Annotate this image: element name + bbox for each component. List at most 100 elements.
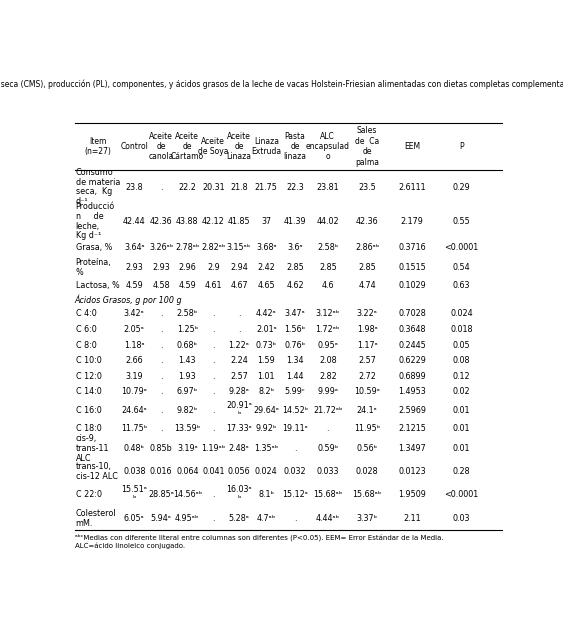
Text: C 14:0: C 14:0 bbox=[75, 387, 101, 396]
Text: .: . bbox=[294, 514, 296, 523]
Text: 2.24: 2.24 bbox=[230, 356, 248, 365]
Text: Producció
n     de
leche,
Kg d⁻¹: Producció n de leche, Kg d⁻¹ bbox=[75, 202, 115, 241]
Text: .: . bbox=[238, 325, 240, 334]
Text: 0.01: 0.01 bbox=[453, 406, 470, 415]
Text: 11.75ᵇ: 11.75ᵇ bbox=[121, 424, 148, 433]
Text: trans-10,
cis-12 ALC: trans-10, cis-12 ALC bbox=[75, 462, 118, 481]
Text: 0.68ᵇ: 0.68ᵇ bbox=[177, 340, 198, 349]
Text: 10.59ᵃ: 10.59ᵃ bbox=[354, 387, 380, 396]
Text: 2.11: 2.11 bbox=[403, 514, 421, 523]
Text: 4.42ᵃ: 4.42ᵃ bbox=[256, 309, 276, 318]
Text: .: . bbox=[160, 356, 162, 365]
Text: 0.1515: 0.1515 bbox=[398, 263, 426, 272]
Text: 0.038: 0.038 bbox=[123, 467, 146, 476]
Text: Grasa, %: Grasa, % bbox=[75, 243, 112, 252]
Text: 2.57: 2.57 bbox=[230, 372, 248, 381]
Text: Aceite
de Soya: Aceite de Soya bbox=[198, 137, 229, 156]
Text: cis-9,
trans-11
ALC: cis-9, trans-11 ALC bbox=[75, 435, 109, 463]
Text: Control: Control bbox=[120, 142, 148, 151]
Text: 0.48ᵇ: 0.48ᵇ bbox=[124, 444, 145, 453]
Text: Item
(n=27): Item (n=27) bbox=[84, 137, 111, 156]
Text: 0.12: 0.12 bbox=[453, 372, 470, 381]
Text: Cuadro 2. Consumo de materia seca (CMS), producción (PL), componentes, y ácidos : Cuadro 2. Consumo de materia seca (CMS),… bbox=[0, 79, 563, 89]
Text: 0.85b: 0.85b bbox=[150, 444, 172, 453]
Text: 0.54: 0.54 bbox=[453, 263, 470, 272]
Text: 0.7028: 0.7028 bbox=[398, 309, 426, 318]
Text: 1.01: 1.01 bbox=[257, 372, 275, 381]
Text: 1.22ᵃ: 1.22ᵃ bbox=[229, 340, 249, 349]
Text: 4.6: 4.6 bbox=[321, 281, 334, 290]
Text: 0.018: 0.018 bbox=[450, 325, 473, 334]
Text: 1.72ᵃᵇ: 1.72ᵃᵇ bbox=[316, 325, 340, 334]
Text: 2.93: 2.93 bbox=[152, 263, 170, 272]
Text: 2.82ᵃᵇ: 2.82ᵃᵇ bbox=[201, 243, 225, 252]
Text: Aceite
de
Linaza: Aceite de Linaza bbox=[226, 132, 252, 161]
Text: 2.6111: 2.6111 bbox=[398, 182, 426, 191]
Text: 43.88: 43.88 bbox=[176, 217, 199, 226]
Text: 0.95ᵃ: 0.95ᵃ bbox=[318, 340, 338, 349]
Text: 19.11ᵃ: 19.11ᵃ bbox=[282, 424, 308, 433]
Text: 4.74: 4.74 bbox=[358, 281, 376, 290]
Text: 3.15ᵃᵇ: 3.15ᵃᵇ bbox=[227, 243, 251, 252]
Text: 0.01: 0.01 bbox=[453, 444, 470, 453]
Text: 1.18ᵃ: 1.18ᵃ bbox=[124, 340, 145, 349]
Text: 22.2: 22.2 bbox=[178, 182, 196, 191]
Text: 2.96: 2.96 bbox=[178, 263, 196, 272]
Text: 1.19ᵃᵇ: 1.19ᵃᵇ bbox=[201, 444, 225, 453]
Text: 2.5969: 2.5969 bbox=[398, 406, 426, 415]
Text: Linaza
Extruda: Linaza Extruda bbox=[251, 137, 282, 156]
Text: 0.6229: 0.6229 bbox=[398, 356, 426, 365]
Text: 41.39: 41.39 bbox=[284, 217, 306, 226]
Text: 3.6ᵃ: 3.6ᵃ bbox=[287, 243, 303, 252]
Text: 5.28ᵃ: 5.28ᵃ bbox=[229, 514, 249, 523]
Text: 4.7ᵃᵇ: 4.7ᵃᵇ bbox=[257, 514, 276, 523]
Text: <0.0001: <0.0001 bbox=[444, 490, 479, 499]
Text: 13.59ᵇ: 13.59ᵇ bbox=[174, 424, 200, 433]
Text: 3.26ᵃᵇ: 3.26ᵃᵇ bbox=[149, 243, 173, 252]
Text: 9.28ᵃ: 9.28ᵃ bbox=[229, 387, 249, 396]
Text: 0.03: 0.03 bbox=[453, 514, 470, 523]
Text: .: . bbox=[212, 340, 215, 349]
Text: 8.1ᵇ: 8.1ᵇ bbox=[258, 490, 274, 499]
Text: 2.94: 2.94 bbox=[230, 263, 248, 272]
Text: 1.59: 1.59 bbox=[257, 356, 275, 365]
Text: 6.97ᵇ: 6.97ᵇ bbox=[177, 387, 198, 396]
Text: 6.05ᵃ: 6.05ᵃ bbox=[124, 514, 145, 523]
Text: 3.37ᵇ: 3.37ᵇ bbox=[356, 514, 378, 523]
Text: 0.056: 0.056 bbox=[227, 467, 251, 476]
Text: ᵃᵇᶜMedias con diferente literal entre columnas son diferentes (P<0.05). EEM= Err: ᵃᵇᶜMedias con diferente literal entre co… bbox=[75, 533, 444, 549]
Text: 0.73ᵇ: 0.73ᵇ bbox=[256, 340, 277, 349]
Text: 15.12ᵃ: 15.12ᵃ bbox=[282, 490, 308, 499]
Text: 2.05ᵃ: 2.05ᵃ bbox=[124, 325, 145, 334]
Text: <0.0001: <0.0001 bbox=[444, 243, 479, 252]
Text: 23.8: 23.8 bbox=[126, 182, 143, 191]
Text: .: . bbox=[212, 424, 215, 433]
Text: .: . bbox=[160, 387, 162, 396]
Text: 0.032: 0.032 bbox=[284, 467, 306, 476]
Text: 21.75: 21.75 bbox=[255, 182, 278, 191]
Text: 1.25ᵇ: 1.25ᵇ bbox=[177, 325, 198, 334]
Text: 23.5: 23.5 bbox=[358, 182, 376, 191]
Text: 1.3497: 1.3497 bbox=[398, 444, 426, 453]
Text: 44.02: 44.02 bbox=[316, 217, 339, 226]
Text: C 10:0: C 10:0 bbox=[75, 356, 101, 365]
Text: 4.95ᵃᵇ: 4.95ᵃᵇ bbox=[175, 514, 199, 523]
Text: 4.65: 4.65 bbox=[257, 281, 275, 290]
Text: 3.42ᵃ: 3.42ᵃ bbox=[124, 309, 145, 318]
Text: .: . bbox=[160, 309, 162, 318]
Text: 5.94ᵃ: 5.94ᵃ bbox=[151, 514, 172, 523]
Text: 28.85ᵃ: 28.85ᵃ bbox=[148, 490, 174, 499]
Text: 4.62: 4.62 bbox=[286, 281, 304, 290]
Text: 0.01: 0.01 bbox=[453, 424, 470, 433]
Text: 2.179: 2.179 bbox=[401, 217, 423, 226]
Text: 20.31: 20.31 bbox=[202, 182, 225, 191]
Text: .: . bbox=[212, 387, 215, 396]
Text: 24.1ᵃ: 24.1ᵃ bbox=[357, 406, 377, 415]
Text: 0.0123: 0.0123 bbox=[398, 467, 426, 476]
Text: 8.2ᵇ: 8.2ᵇ bbox=[258, 387, 274, 396]
Text: 1.34: 1.34 bbox=[287, 356, 304, 365]
Text: P: P bbox=[459, 142, 464, 151]
Text: 41.85: 41.85 bbox=[227, 217, 251, 226]
Text: 11.95ᵇ: 11.95ᵇ bbox=[354, 424, 380, 433]
Text: 3.68ᵃ: 3.68ᵃ bbox=[256, 243, 276, 252]
